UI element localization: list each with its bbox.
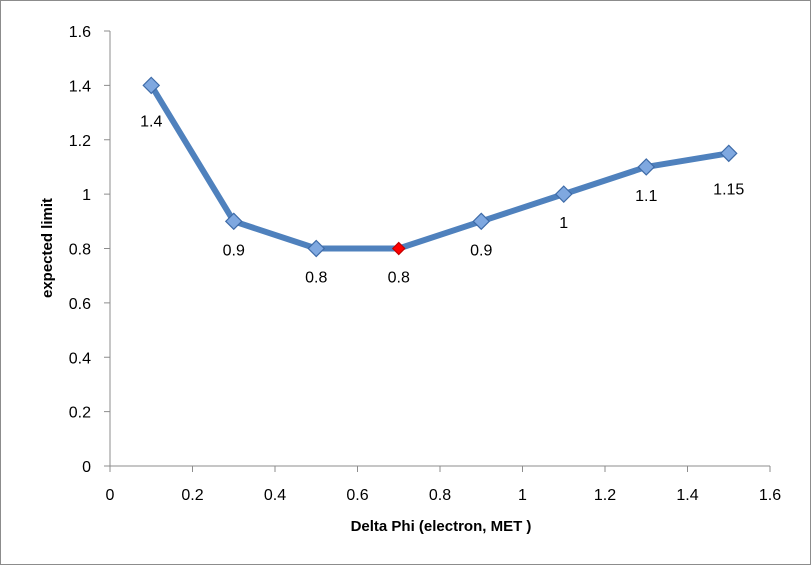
- x-tick-label: 0.2: [181, 487, 203, 504]
- x-tick-label: 0.6: [346, 487, 368, 504]
- data-label: 0.9: [223, 242, 245, 259]
- y-tick-label: 1.2: [69, 133, 91, 150]
- x-tick-label: 0.4: [264, 487, 286, 504]
- axes: 0 0.2 0.4 0.6 0.8 1 1.2 1.4 1.6 0 0.2 0.4 0.6 0.8 1 1.2…: [69, 24, 781, 504]
- x-tick-label: 1: [518, 487, 527, 504]
- y-tick-label: 1.6: [69, 24, 91, 41]
- data-label: 1.15: [713, 181, 744, 198]
- y-axis-title: expected limit: [39, 198, 56, 298]
- series-line: [148, 82, 732, 252]
- x-tick-label: 0.8: [429, 487, 451, 504]
- data-label: 0.8: [305, 270, 327, 287]
- x-tick-label: 1.6: [759, 487, 781, 504]
- data-label: 1.4: [140, 113, 162, 130]
- y-tick-label: 0.6: [69, 296, 91, 313]
- highlighted-data-point: [391, 241, 406, 256]
- y-tick-label: 1.4: [69, 78, 91, 95]
- x-tick-label: 0: [106, 487, 115, 504]
- data-label: 0.8: [388, 270, 410, 287]
- data-label: 0.9: [470, 242, 492, 259]
- y-tick-label: 0.2: [69, 405, 91, 422]
- data-point: [472, 212, 491, 231]
- y-tick-label: 0.8: [69, 242, 91, 259]
- y-tick-label: 0: [82, 459, 91, 476]
- x-tick-label: 1.4: [676, 487, 698, 504]
- x-tick-label: 1.2: [594, 487, 616, 504]
- data-point: [307, 239, 326, 258]
- data-point: [637, 158, 656, 176]
- data-label: 1.1: [635, 188, 657, 205]
- data-label: 1: [559, 215, 568, 232]
- x-axis-title: Delta Phi (electron, MET ): [351, 518, 532, 535]
- data-point: [142, 76, 161, 95]
- y-tick-label: 0.4: [69, 350, 91, 367]
- data-point: [224, 212, 243, 231]
- data-point: [554, 185, 573, 203]
- series-layer: 1.4 0.9 0.8 0.8 0.9 1 1.1 1.15: [140, 76, 744, 287]
- data-point: [719, 144, 738, 163]
- y-tick-label: 1: [82, 187, 91, 204]
